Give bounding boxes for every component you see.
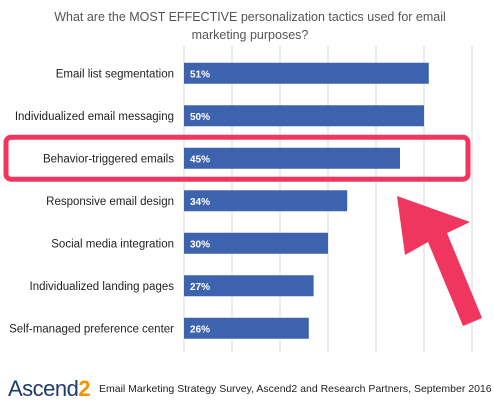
bar [184, 232, 328, 254]
chart-title: What are the MOST EFFECTIVE personalizat… [54, 10, 446, 42]
category-label: Social media integration [51, 238, 174, 250]
source-caption: Email Marketing Strategy Survey, Ascend2… [99, 383, 492, 395]
bar [184, 62, 429, 84]
value-label: 50% [190, 112, 210, 123]
category-labels: Email list segmentation Individualized em… [9, 68, 174, 335]
bar [184, 190, 348, 212]
value-label: 27% [190, 282, 210, 293]
value-label: 51% [190, 69, 210, 80]
highlight-annotation [3, 134, 482, 326]
category-label: Self-managed preference center [9, 323, 174, 335]
ascend2-logo: Ascend2 [8, 376, 91, 401]
bar [184, 275, 314, 297]
bar [184, 105, 424, 127]
value-labels: 51% 50% 45% 34% 30% 27% 26% [190, 69, 210, 335]
bar [184, 147, 400, 169]
category-label: Email list segmentation [56, 68, 174, 80]
category-label: Individualized landing pages [30, 281, 175, 293]
value-label: 45% [190, 154, 210, 165]
value-label: 30% [190, 239, 210, 250]
bars [184, 62, 429, 339]
value-label: 26% [190, 324, 210, 335]
category-label: Individualized email messaging [15, 111, 174, 123]
category-label: Responsive email design [46, 196, 174, 208]
category-label: Behavior-triggered emails [43, 153, 174, 165]
highlight-box [3, 134, 471, 182]
value-label: 34% [190, 197, 210, 208]
highlight-arrow [397, 196, 482, 326]
bar [184, 317, 309, 339]
